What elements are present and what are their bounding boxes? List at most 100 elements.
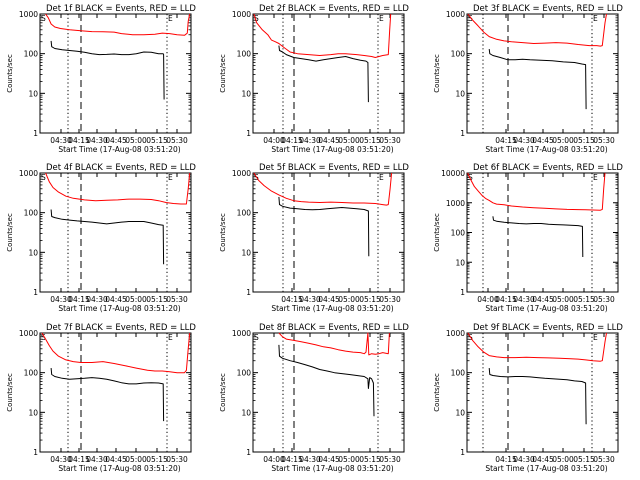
y-tick-label: 100 [24,209,39,218]
start-mark: S [254,14,259,23]
end-mark: E [168,173,173,182]
y-tick-label: 1000 [446,329,465,338]
y-tick-label: 1 [246,288,251,297]
y-tick-label: 10 [28,408,38,417]
y-axis-label: Counts/sec [6,54,14,93]
events-series-line [50,40,165,100]
y-tick-label: 100 [237,369,252,378]
x-tick-label: 05:00 [125,295,147,304]
x-tick-label: 04:15 [495,136,517,145]
y-tick-label: 1 [246,129,251,138]
x-tick-label: 05:00 [125,455,147,464]
x-tick-label: 04:45 [105,455,127,464]
y-tick-label: 1000 [446,199,465,208]
panel-title: Det 6f BLACK = Events, RED = LLD [473,163,623,173]
x-tick-label: 05:15 [359,136,381,145]
y-tick-label: 1000 [19,329,38,338]
y-tick-label: 10 [28,248,38,257]
plot-frame [466,172,619,293]
panel-title: Det 9f BLACK = Events, RED = LLD [473,323,623,333]
y-tick-label: 100 [451,229,466,238]
y-tick-label: 1 [246,448,251,457]
x-tick-label: 04:30 [86,136,108,145]
panel-det-8: Det 8f BLACK = Events, RED = LLD 1 10 100 10… [219,323,409,473]
x-axis-label: Start Time (17-Aug-08 03:51:20) [271,304,393,313]
plot-frame [466,13,619,134]
end-mark: E [379,333,384,342]
x-tick-label: 05:15 [146,295,168,304]
y-tick-label: 10 [241,408,251,417]
x-tick-label: 05:00 [338,295,360,304]
events-series-line [278,196,370,257]
plot-frame [252,172,405,293]
end-mark: E [379,173,384,182]
x-tick-label: 04:30 [513,455,535,464]
panel-det-5: Det 5f BLACK = Events, RED = LLD 1 10 100 10… [219,163,409,313]
x-axis-label: Start Time (17-Aug-08 03:51:20) [58,145,180,154]
x-tick-label: 04:00 [263,136,285,145]
x-tick-label: 05:15 [573,295,595,304]
lld-series-line [278,332,390,356]
x-tick-label: 05:15 [573,136,595,145]
start-mark: S [41,173,46,182]
x-axis-label: Start Time (17-Aug-08 03:51:20) [271,145,393,154]
y-axis-label: Counts/sec [6,213,14,252]
x-axis-label: Start Time (17-Aug-08 03:51:20) [485,464,607,473]
panel-det-2: Det 2f BLACK = Events, RED = LLD 1 10 100 10… [219,4,409,154]
x-axis-label: Start Time (17-Aug-08 03:51:20) [58,464,180,473]
lld-series-line [253,13,392,58]
x-tick-label: 04:15 [68,455,90,464]
end-mark: E [379,14,384,23]
panel-title: Det 4f BLACK = Events, RED = LLD [46,163,196,173]
panel-title: Det 7f BLACK = Events, RED = LLD [46,323,196,333]
x-tick-label: 04:45 [318,455,340,464]
plot-frame [39,172,192,293]
y-tick-label: 10 [455,258,465,267]
lld-series-line [253,172,393,206]
lld-series-line [467,13,607,47]
x-axis-label: Start Time (17-Aug-08 03:51:20) [58,304,180,313]
y-tick-label: 10 [455,408,465,417]
end-mark: E [168,333,173,342]
start-mark: S [254,333,259,342]
panel-det-1: Det 1f BLACK = Events, RED = LLD 1 10 100 10… [6,4,196,154]
x-tick-label: 05:00 [338,455,360,464]
x-tick-label: 05:00 [338,136,360,145]
x-tick-label: 04:45 [532,295,554,304]
y-axis-label: Counts/sec [433,54,441,93]
x-tick-label: 04:30 [50,455,72,464]
x-tick-label: 05:00 [552,295,574,304]
y-tick-label: 1 [33,129,38,138]
plot-frame [39,13,192,134]
y-tick-label: 1000 [232,169,251,178]
x-tick-label: 05:15 [359,455,381,464]
x-tick-label: 05:15 [146,455,168,464]
x-tick-label: 05:30 [379,295,401,304]
panel-title: Det 8f BLACK = Events, RED = LLD [259,323,409,333]
lld-series-line [41,332,191,374]
x-tick-label: 04:15 [495,295,517,304]
y-tick-label: 1 [33,288,38,297]
y-tick-label: 1000 [232,329,251,338]
y-tick-label: 1000 [446,10,465,19]
y-tick-label: 10000 [441,169,465,178]
x-tick-label: 04:30 [513,136,535,145]
y-tick-label: 100 [451,50,466,59]
x-tick-label: 04:15 [281,295,303,304]
lld-series-line [467,172,606,211]
y-axis-label: Counts/sec [433,213,441,252]
x-axis-label: Start Time (17-Aug-08 03:51:20) [485,304,607,313]
lld-series-line [45,13,191,36]
x-tick-label: 05:15 [146,136,168,145]
panel-det-3: Det 3f BLACK = Events, RED = LLD 1 10 100 10… [433,4,623,154]
panel-title: Det 2f BLACK = Events, RED = LLD [259,4,409,14]
panel-det-9: Det 9f BLACK = Events, RED = LLD 1 10 100 10… [433,323,623,473]
y-tick-label: 10 [241,248,251,257]
x-tick-label: 05:30 [593,455,615,464]
x-tick-label: 04:45 [532,136,554,145]
events-series-line [488,49,587,110]
panel-title: Det 3f BLACK = Events, RED = LLD [473,4,623,14]
x-tick-label: 05:00 [552,136,574,145]
x-tick-label: 04:00 [477,295,499,304]
